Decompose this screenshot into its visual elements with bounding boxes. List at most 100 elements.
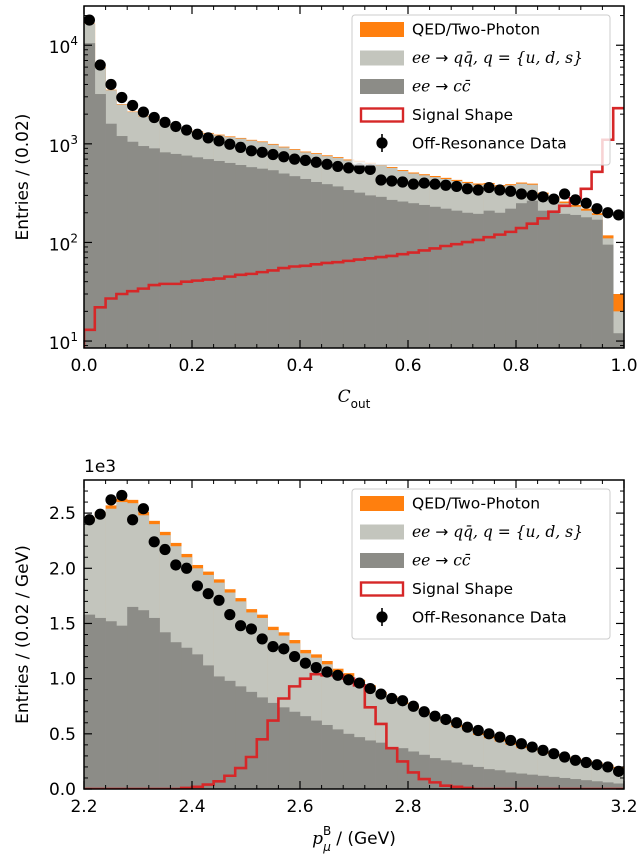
legend-item: Off-Resonance Data <box>376 608 567 627</box>
y-offset-text: 1e3 <box>84 457 116 477</box>
legend-item: ee → qq̄, q = {u, d, s} <box>360 523 583 541</box>
data-point <box>397 695 409 707</box>
legend-swatch <box>360 524 404 540</box>
hist-bar <box>224 680 236 789</box>
data-point <box>235 620 247 632</box>
x-tick-label: 0.0 <box>70 356 97 376</box>
hist-bar <box>602 766 614 789</box>
data-point <box>505 185 517 197</box>
data-point <box>245 145 257 157</box>
hist-bar <box>537 210 549 348</box>
legend-item: ee → cc̄ <box>360 552 471 570</box>
hist-bar <box>375 196 387 348</box>
data-point <box>548 748 560 760</box>
hist-bar <box>440 722 452 789</box>
data-point <box>84 514 95 526</box>
hist-bar <box>375 742 387 789</box>
data-point <box>94 508 106 520</box>
data-point <box>137 503 149 515</box>
series-ee-cc- <box>84 43 624 348</box>
y-tick-label: 102 <box>49 231 78 255</box>
data-point <box>256 146 268 158</box>
hist-bar <box>202 159 214 348</box>
hist-bar <box>246 691 258 789</box>
data-point <box>580 756 592 769</box>
hist-bar <box>580 217 592 348</box>
hist-bar <box>462 730 474 789</box>
hist-bar <box>408 203 420 348</box>
data-point <box>137 106 149 118</box>
y-ticks: 101 102 103 104 <box>49 15 624 354</box>
hist-bar <box>94 94 106 348</box>
hist-bar <box>516 748 528 789</box>
data-point <box>256 633 268 645</box>
y-ticks: 0.0 0.5 1.0 1.5 2.0 2.5 <box>49 490 624 800</box>
x-tick-label: 0.4 <box>286 356 313 376</box>
data-point <box>148 536 160 548</box>
data-point <box>559 751 571 763</box>
hist-bar <box>526 750 538 789</box>
data-point <box>84 14 95 26</box>
data-point <box>483 728 495 740</box>
hist-bar <box>181 647 193 789</box>
hist-bar <box>181 155 193 348</box>
y-tick-label: 101 <box>49 330 78 354</box>
data-point <box>515 738 528 750</box>
legend-swatch <box>360 496 404 511</box>
series-ee-cc- <box>84 606 624 789</box>
legend: QED/Two-Photon ee → qq̄, q = {u, d, s} ee … <box>351 488 611 640</box>
signal-shape-step <box>84 106 624 348</box>
hist-bar <box>246 167 258 348</box>
data-point <box>191 128 203 140</box>
hist-bar <box>397 748 409 789</box>
hist-bar <box>224 162 236 348</box>
hist-bar <box>127 141 139 348</box>
data-point <box>127 99 139 112</box>
legend-swatch <box>360 553 404 568</box>
data-point <box>202 588 214 600</box>
hist-bar <box>84 43 96 348</box>
hist-bar <box>256 697 268 789</box>
data-point <box>299 154 311 166</box>
legend-item: Signal Shape <box>359 580 513 598</box>
data-point <box>451 180 463 193</box>
hist-bar <box>278 173 290 348</box>
hist-bar <box>310 720 322 789</box>
hist-bar <box>213 676 225 789</box>
signal-shape-step <box>84 672 624 789</box>
x-tick-label: 0.8 <box>502 356 529 376</box>
data-point <box>397 176 409 188</box>
data-point <box>343 674 355 686</box>
data-point <box>321 666 333 678</box>
data-point <box>170 120 182 133</box>
data-point <box>537 191 549 203</box>
y-tick-label: 104 <box>49 34 78 58</box>
hist-bar <box>526 200 538 348</box>
data-point <box>461 721 473 733</box>
hist-bar <box>127 606 139 789</box>
data-point <box>310 156 322 168</box>
data-point <box>353 677 365 689</box>
data-point <box>569 194 582 206</box>
hist-bar <box>591 219 603 348</box>
hist-bar <box>526 774 538 789</box>
hist-bar <box>418 754 430 789</box>
hist-bar <box>235 686 247 789</box>
data-point <box>613 209 624 221</box>
hist-bar <box>148 148 160 348</box>
data-point <box>299 657 311 669</box>
hist-bar <box>570 214 582 348</box>
legend-label: ee → cc̄ <box>412 78 471 96</box>
hist-bar <box>192 654 204 789</box>
hist-bar <box>494 741 506 789</box>
data-point <box>440 179 452 191</box>
data-point <box>559 188 571 200</box>
hist-bar <box>105 621 117 789</box>
hist-bar <box>494 770 506 789</box>
data-point <box>213 594 225 606</box>
hist-bar <box>494 212 506 348</box>
hist-bar <box>440 760 452 789</box>
legend-label: ee → cc̄ <box>412 552 471 570</box>
hist-bar <box>170 153 182 348</box>
hist-bar <box>170 642 182 789</box>
